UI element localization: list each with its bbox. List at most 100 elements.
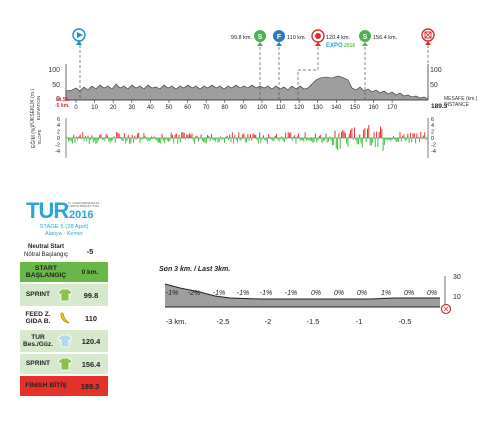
slope-bar: [294, 135, 296, 138]
slope-bar: [231, 132, 233, 138]
distance-tick: 50: [166, 105, 173, 111]
slope-bar: [374, 138, 376, 148]
slope-bar: [330, 138, 332, 141]
slope-bar: [151, 136, 153, 138]
last-km-tick: -2: [265, 317, 272, 326]
neutral-start-value: -5: [86, 247, 94, 256]
slope-bar: [140, 138, 142, 140]
slope-bar: [240, 138, 242, 140]
slope-bar: [317, 138, 319, 141]
slope-tick: 6: [57, 117, 60, 123]
slope-tick-right: 6: [431, 117, 434, 123]
slope-bar: [380, 126, 381, 138]
slope-bar: [116, 132, 118, 138]
slope-bar: [108, 138, 110, 142]
jersey-icon: [56, 286, 74, 304]
slope-bar: [338, 133, 340, 138]
slope-bar: [211, 134, 212, 138]
slope-bar: [70, 138, 72, 142]
slope-tick-right: 2: [431, 130, 434, 136]
slope-bar: [409, 132, 411, 138]
tur-logo-text: TUR: [26, 198, 69, 223]
slope-bar: [266, 138, 268, 144]
slope-bar: [130, 138, 132, 144]
slope-bar: [131, 134, 133, 138]
slope-bar: [421, 138, 423, 140]
svg-text:F: F: [277, 34, 282, 41]
slope-bar: [312, 138, 314, 144]
slope-bar: [279, 138, 281, 140]
tur-row: TUR Bes./Güz. 120.4: [20, 330, 108, 352]
slope-bar: [234, 134, 236, 138]
slope-bar: [315, 133, 316, 138]
slope-bar: [91, 135, 93, 138]
distance-tick: 110: [276, 105, 286, 111]
slope-bar: [68, 138, 69, 142]
slope-bar: [134, 135, 136, 138]
tur-logo: TUR 52. CUMHURBAŞKANLIĞI TÜRKİYE BİSİKLE…: [26, 198, 102, 223]
slope-bar: [172, 134, 173, 138]
slope-bar: [413, 133, 415, 138]
sprint1-km: 99.8 km.: [231, 35, 253, 41]
slope-bar: [268, 133, 270, 138]
distance-tick: 160: [369, 105, 380, 111]
slope-bar: [291, 138, 293, 141]
slope-bar: [135, 138, 137, 140]
slope-bar: [196, 136, 198, 138]
slope-bar: [122, 138, 124, 141]
slope-bar: [402, 136, 404, 138]
slope-bar: [270, 138, 272, 140]
slope-tick: 0: [57, 136, 60, 142]
slope-bar: [342, 129, 344, 138]
tur-logo-sub: 52. CUMHURBAŞKANLIĞI TÜRKİYE BİSİKLET TU…: [68, 202, 100, 208]
expo-year: 2016: [344, 43, 355, 49]
slope-bar: [209, 138, 211, 142]
slope-bar: [126, 138, 128, 141]
slope-bar: [162, 138, 164, 141]
slope-bar: [214, 138, 216, 142]
slope-chart: EĞİM (%) SLOPE 6 64 42 20 0-2 -2-4 -4: [30, 117, 436, 158]
slope-bar: [181, 132, 183, 138]
slope-tick-right: -2: [431, 142, 436, 148]
distance-tick: 140: [331, 105, 342, 111]
slope-bar: [259, 132, 261, 138]
slope-bar: [229, 134, 231, 138]
slope-bar: [169, 138, 171, 141]
slope-bar: [276, 133, 277, 138]
slope-bar: [159, 138, 160, 143]
slope-bar: [239, 138, 241, 141]
expo-logo: EXPO: [326, 43, 343, 49]
slope-bar: [308, 138, 310, 141]
slope-bar: [425, 138, 427, 141]
slope-bar: [377, 138, 379, 147]
slope-bar: [324, 138, 326, 141]
slope-bar: [71, 138, 73, 144]
slope-bar: [251, 138, 253, 141]
slope-bar: [253, 134, 255, 138]
slope-bar: [396, 138, 398, 142]
expo-km: 120.4 km.: [326, 35, 351, 41]
slope-bar: [303, 138, 305, 142]
slope-axis-label-en: SLOPE: [37, 129, 42, 144]
sprint-marker-icon: S: [254, 30, 266, 46]
last-3km-chart: Son 3 km. / Last 3km. -1% -2% -1% -1% -1% -1%…: [159, 266, 461, 326]
slope-bar: [309, 138, 311, 141]
slope-bars: [68, 125, 427, 151]
slope-bar: [156, 138, 158, 142]
last-3km-profile: [165, 284, 440, 307]
slope-bar: [113, 136, 115, 138]
slope-bar: [203, 138, 205, 143]
start-row: START BAŞLANGIÇ 0 km.: [20, 262, 108, 282]
slope-bar: [248, 138, 250, 141]
slope-bar: [363, 129, 365, 138]
elev-tick-100-right: 100: [430, 67, 442, 74]
slope-bar: [395, 138, 397, 142]
slope-bar: [117, 132, 119, 138]
slope-bar: [407, 133, 409, 138]
distance-tick: 90: [240, 105, 247, 111]
slope-bar: [424, 132, 426, 138]
jersey-icon-tur: [56, 332, 74, 350]
slope-bar: [389, 138, 391, 140]
slope-bar: [370, 138, 372, 146]
feed-zone-marker-icon: F: [273, 30, 285, 46]
